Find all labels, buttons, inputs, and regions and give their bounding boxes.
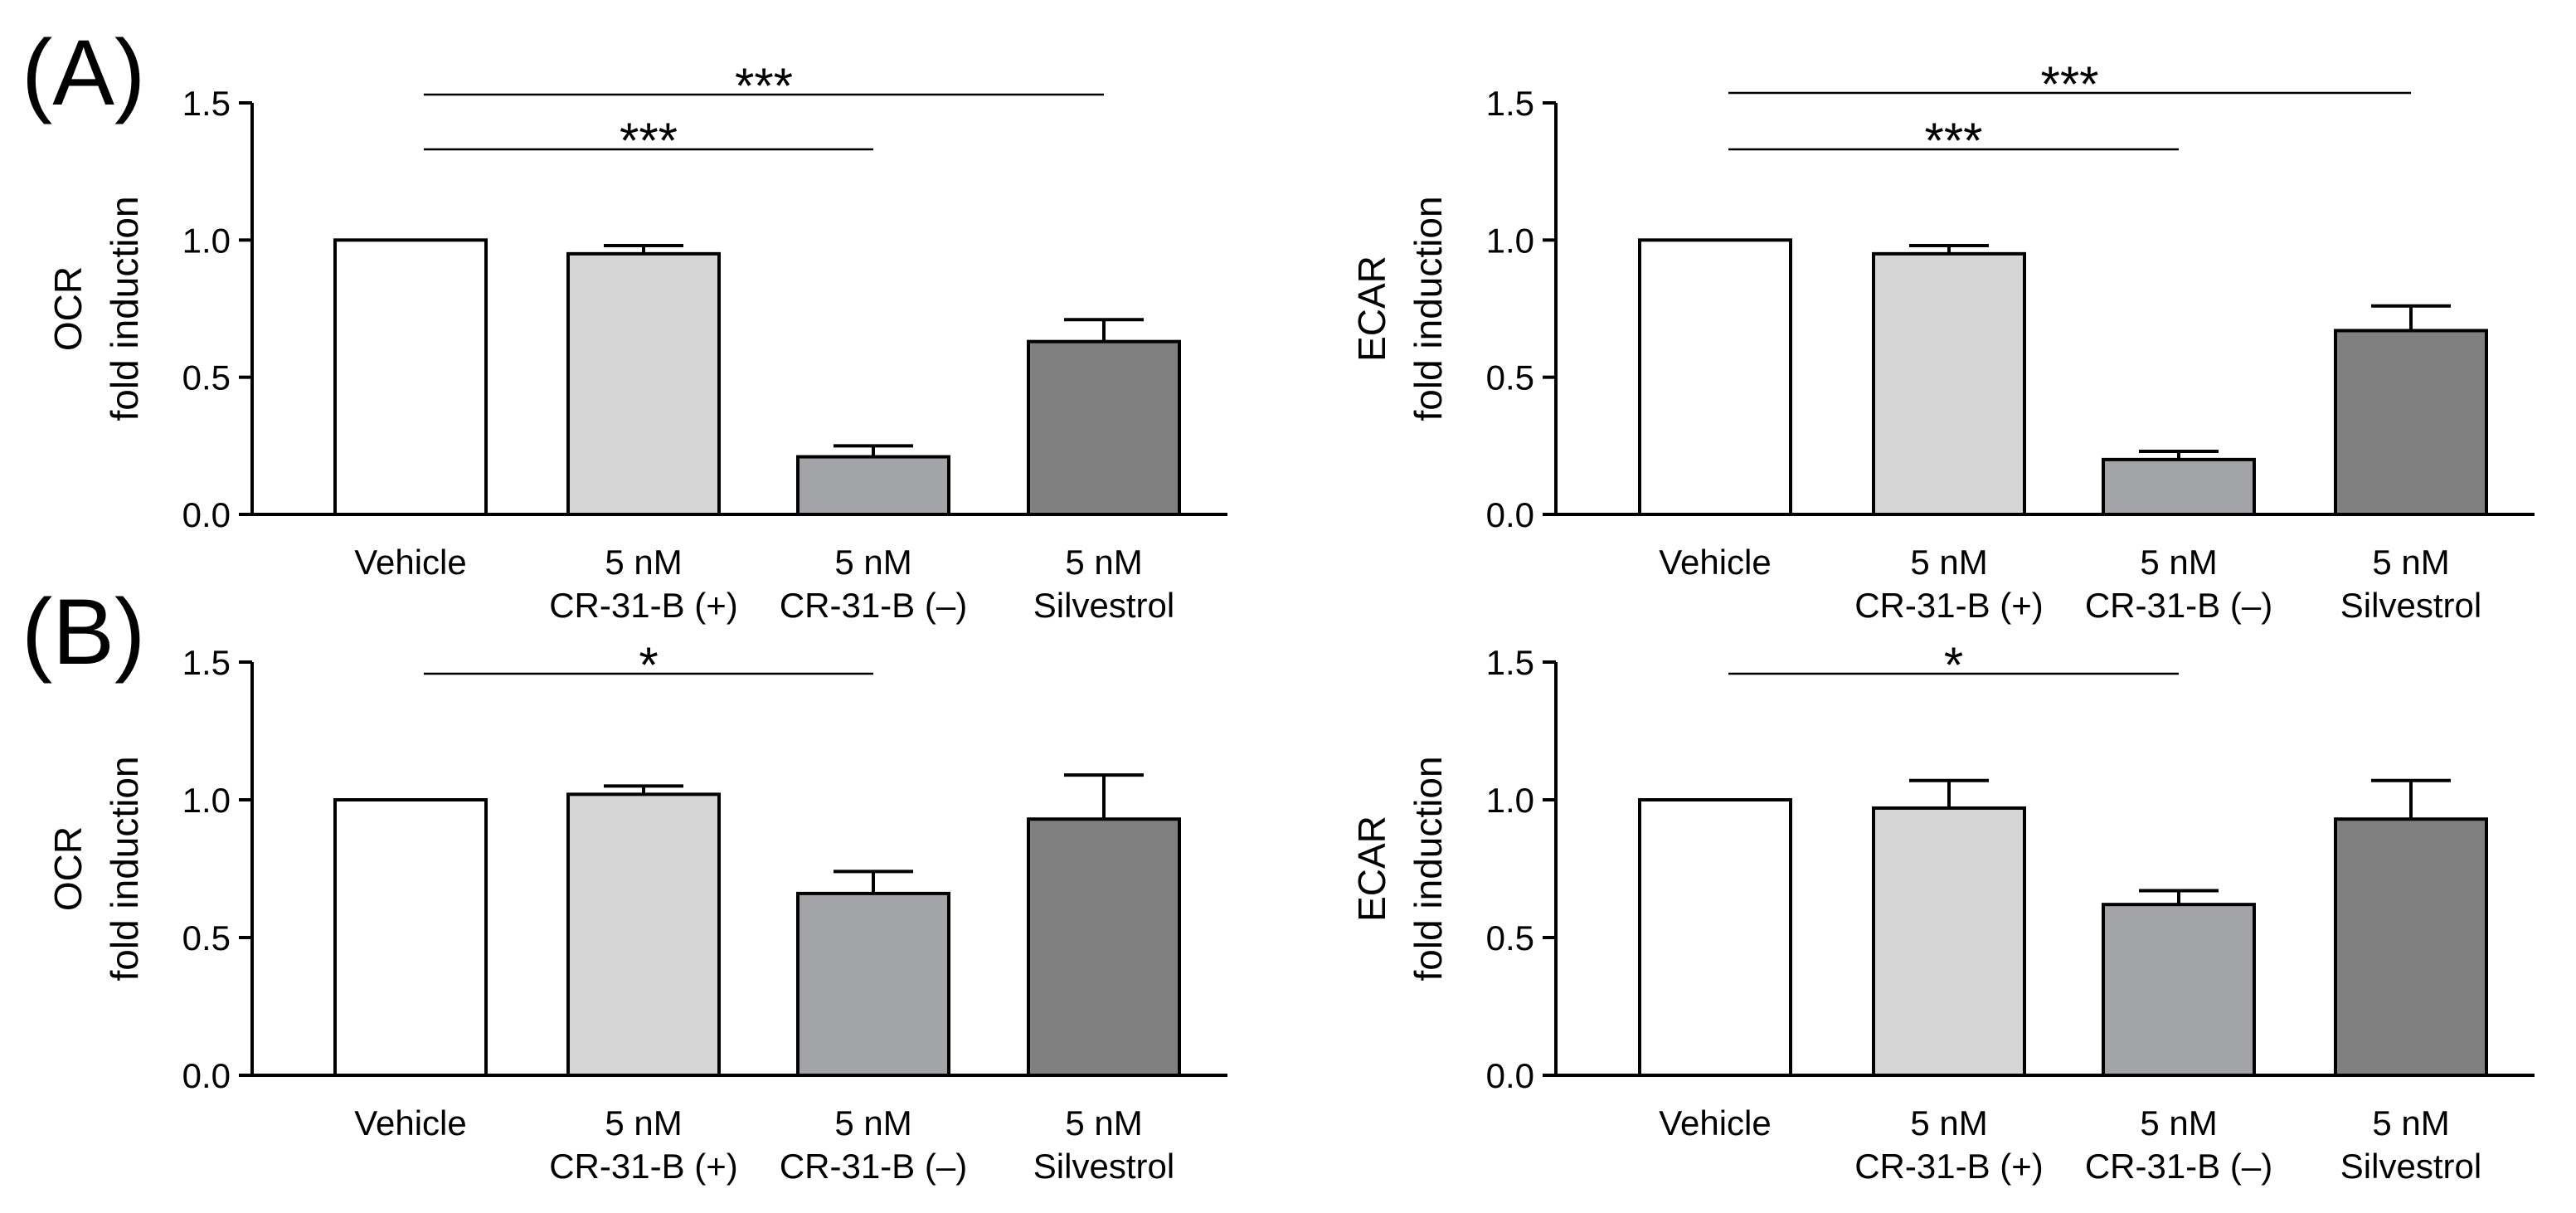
panel-label-b: (B) [22, 580, 145, 684]
x-tick-label: CR-31-B (+) [549, 1147, 738, 1186]
y-tick-label: 1.0 [182, 781, 231, 820]
y-tick-label: 0.5 [182, 918, 231, 957]
bar-silvestrol [1027, 817, 1181, 1077]
bar-silvestrol [2334, 817, 2488, 1077]
y-tick-label: 0.5 [1486, 918, 1534, 957]
y-axis-label-measure: OCR [46, 826, 90, 911]
y-tick-label: 1.0 [1486, 781, 1534, 820]
y-tick-label: 1.5 [1486, 84, 1534, 123]
bar-chart-0: Vehicle 5 nM CR-31-B (+) 5 nM CR-31-B (–) 5 n… [46, 58, 1227, 625]
bar-vehicle [1638, 238, 1792, 516]
x-tick-label: CR-31-B (–) [2085, 586, 2272, 625]
bar-chart-3: Vehicle 5 nM CR-31-B (+) 5 nM CR-31-B (–) 5 n… [1350, 637, 2535, 1186]
y-axis-label-measure: ECAR [1350, 816, 1393, 922]
y-tick-label: 0.5 [182, 358, 231, 397]
x-tick-label: Silvestrol [2340, 1147, 2481, 1186]
x-tick-label: Vehicle [354, 1103, 466, 1142]
bar-cr-31-b-plus [1872, 806, 2026, 1078]
charts-group: Vehicle 5 nM CR-31-B (+) 5 nM CR-31-B (–) 5 n… [46, 56, 2535, 1186]
y-axis-label-measure: ECAR [1350, 256, 1393, 362]
x-tick-label: 5 nM [2372, 543, 2449, 582]
x-tick-label: 5 nM [1910, 1103, 1987, 1142]
significance-label: *** [735, 58, 793, 114]
bar-chart-2: Vehicle 5 nM CR-31-B (+) 5 nM CR-31-B (–) 5 n… [46, 637, 1227, 1186]
x-tick-label: 5 nM [2140, 1103, 2217, 1142]
significance-label: *** [2040, 56, 2098, 112]
bar-vehicle [333, 798, 488, 1077]
x-tick-label: Vehicle [354, 543, 466, 582]
x-tick-label: 5 nM [1065, 543, 1142, 582]
bar-silvestrol [1027, 339, 1181, 516]
x-tick-label: 5 nM [1910, 543, 1987, 582]
x-tick-label: Vehicle [1659, 1103, 1771, 1142]
y-axis-label-unit: fold induction [103, 196, 146, 421]
bar-cr-31-b-plus [566, 251, 721, 516]
bar-cr-31-b-minus [796, 455, 950, 516]
x-tick-label: Silvestrol [1033, 1147, 1174, 1186]
x-tick-label: Silvestrol [2340, 586, 2481, 625]
bar-vehicle [1638, 798, 1792, 1077]
x-tick-label: 5 nM [605, 1103, 682, 1142]
bar-cr-31-b-minus [2102, 457, 2256, 516]
x-tick-label: Vehicle [1659, 543, 1771, 582]
x-tick-label: 5 nM [834, 1103, 911, 1142]
x-tick-label: 5 nM [1065, 1103, 1142, 1142]
x-tick-label: 5 nM [2140, 543, 2217, 582]
y-tick-label: 1.5 [1486, 643, 1534, 682]
y-tick-label: 0.0 [1486, 495, 1534, 534]
y-tick-label: 0.5 [1486, 358, 1534, 397]
significance-label: *** [1924, 113, 1982, 168]
y-tick-label: 0.0 [182, 1056, 231, 1095]
significance-label: * [1944, 637, 1963, 693]
y-tick-label: 1.0 [1486, 221, 1534, 260]
y-axis-label-unit: fold induction [1407, 196, 1450, 421]
y-axis-label-measure: OCR [46, 266, 90, 351]
bar-cr-31-b-minus [796, 891, 950, 1077]
y-axis-label-unit: fold induction [103, 756, 146, 981]
x-tick-label: Silvestrol [1033, 586, 1174, 625]
significance-label: * [639, 637, 658, 693]
significance-label: *** [620, 113, 678, 168]
x-tick-label: 5 nM [605, 543, 682, 582]
bar-silvestrol [2334, 329, 2488, 516]
y-tick-label: 0.0 [182, 495, 231, 534]
bar-cr-31-b-minus [2102, 903, 2256, 1078]
y-axis-label-unit: fold induction [1407, 756, 1450, 981]
bar-chart-1: Vehicle 5 nM CR-31-B (+) 5 nM CR-31-B (–) 5 n… [1350, 56, 2535, 625]
x-tick-label: CR-31-B (+) [1854, 586, 2044, 625]
panel-label-a: (A) [22, 21, 145, 124]
x-tick-label: CR-31-B (–) [780, 586, 967, 625]
y-tick-label: 1.0 [182, 221, 231, 260]
x-tick-label: 5 nM [2372, 1103, 2449, 1142]
x-tick-label: CR-31-B (–) [780, 1147, 967, 1186]
x-tick-label: CR-31-B (+) [1854, 1147, 2044, 1186]
bar-cr-31-b-plus [1872, 251, 2026, 516]
x-tick-label: CR-31-B (–) [2085, 1147, 2272, 1186]
x-tick-label: 5 nM [834, 543, 911, 582]
y-tick-label: 1.5 [182, 643, 231, 682]
x-tick-label: CR-31-B (+) [549, 586, 738, 625]
bar-cr-31-b-plus [566, 792, 721, 1077]
bar-vehicle [333, 238, 488, 516]
y-tick-label: 0.0 [1486, 1056, 1534, 1095]
y-tick-label: 1.5 [182, 84, 231, 123]
